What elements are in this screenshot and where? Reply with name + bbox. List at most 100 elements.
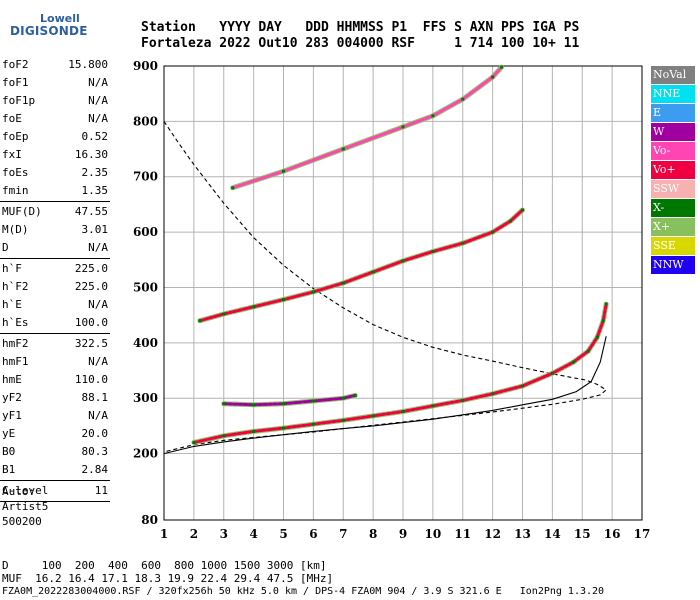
autoscaling-info: Auto: Artist5 500200 bbox=[2, 484, 48, 529]
echo-point bbox=[586, 349, 590, 353]
echo-point bbox=[371, 270, 375, 274]
param-value: 16.30 bbox=[74, 148, 108, 161]
footer-distance-row: D 100 200 400 600 800 1000 1500 3000 [km… bbox=[2, 559, 327, 572]
echo-point bbox=[571, 360, 575, 364]
y-tick-label: 500 bbox=[133, 280, 158, 294]
x-tick-label: 14 bbox=[544, 527, 561, 541]
param-row: B1 2.84 bbox=[0, 461, 112, 479]
param-name: foEp bbox=[2, 130, 29, 143]
y-tick-label: 80 bbox=[141, 513, 158, 527]
param-value: 2.35 bbox=[81, 166, 109, 179]
param-name: foEs bbox=[2, 166, 29, 179]
x-tick-label: 5 bbox=[279, 527, 287, 541]
echo-point bbox=[311, 422, 315, 426]
x-tick-label: 9 bbox=[399, 527, 407, 541]
x-tick-label: 15 bbox=[574, 527, 591, 541]
echo-trace-band bbox=[230, 64, 505, 191]
echo-point bbox=[282, 298, 285, 302]
param-name: fxI bbox=[2, 148, 22, 161]
y-tick-label: 700 bbox=[133, 170, 158, 184]
y-tick-label: 900 bbox=[133, 59, 158, 73]
param-value: N/A bbox=[88, 76, 108, 89]
param-row: yF2 88.1 bbox=[0, 389, 112, 407]
x-tick-label: 1 bbox=[160, 527, 168, 541]
plot-frame bbox=[163, 65, 643, 521]
echo-trace-band bbox=[197, 207, 525, 324]
param-row: hmE 110.0 bbox=[0, 371, 112, 389]
echo-point bbox=[461, 241, 465, 245]
x-tick-label: 11 bbox=[454, 527, 471, 541]
legend-item: W bbox=[651, 123, 695, 141]
x-tick-label: 2 bbox=[190, 527, 198, 541]
param-name: M(D) bbox=[2, 223, 29, 236]
x-tick-label: 13 bbox=[514, 527, 531, 541]
echo-point bbox=[222, 312, 226, 316]
param-name: h`Es bbox=[2, 316, 29, 329]
param-name: foF1 bbox=[2, 76, 29, 89]
echo-point bbox=[491, 230, 495, 234]
param-row: fmin 1.35 bbox=[0, 182, 112, 200]
param-value: N/A bbox=[88, 94, 108, 107]
echo-point bbox=[521, 208, 524, 212]
param-name: h`F2 bbox=[2, 280, 29, 293]
param-name: hmE bbox=[2, 373, 22, 386]
scaled-parameters-panel: foF2 15.800 foF1 N/A foF1p N/A foE N/A foEp 0.52 f… bbox=[0, 56, 112, 503]
param-row: h`F2 225.0 bbox=[0, 278, 112, 296]
param-row: C-level 11 bbox=[0, 482, 112, 500]
echo-point bbox=[521, 384, 524, 388]
param-row: foEs 2.35 bbox=[0, 164, 112, 182]
echo-point bbox=[311, 399, 315, 403]
echo-point bbox=[282, 402, 285, 406]
y-tick-label: 800 bbox=[133, 114, 158, 128]
param-row: foF1p N/A bbox=[0, 92, 112, 110]
echo-point bbox=[311, 290, 315, 294]
legend-item: E bbox=[651, 104, 695, 122]
echo-point bbox=[371, 414, 375, 418]
param-name: yF2 bbox=[2, 391, 22, 404]
param-separator bbox=[0, 501, 110, 502]
param-value: 11 bbox=[94, 484, 108, 497]
echo-point bbox=[341, 418, 345, 422]
echo-point bbox=[252, 429, 256, 433]
param-value: 2.84 bbox=[81, 463, 109, 476]
echo-trace-band bbox=[191, 301, 609, 445]
logo-lowell-text: Lowell bbox=[40, 12, 80, 25]
echo-point bbox=[231, 186, 235, 190]
param-row: foEp 0.52 bbox=[0, 128, 112, 146]
param-value: 225.0 bbox=[74, 280, 108, 293]
echo-point bbox=[509, 219, 513, 223]
echo-point bbox=[604, 302, 608, 306]
header-values: Fortaleza 2022 Out10 283 004000 RSF 1 71… bbox=[141, 36, 580, 51]
echo-point bbox=[401, 259, 405, 263]
x-tick-label: 12 bbox=[484, 527, 501, 541]
logo-digisonde-text: DIGISONDE bbox=[10, 24, 88, 38]
legend-item: NNE bbox=[651, 85, 695, 103]
echo-point bbox=[341, 147, 345, 151]
echo-point bbox=[461, 97, 465, 101]
echo-point bbox=[198, 319, 202, 323]
param-name: hmF1 bbox=[2, 355, 29, 368]
echo-point bbox=[595, 335, 599, 339]
echo-point bbox=[461, 398, 465, 402]
param-name: fmin bbox=[2, 184, 29, 197]
param-row: yF1 N/A bbox=[0, 407, 112, 425]
y-tick-label: 300 bbox=[133, 391, 158, 405]
x-tick-label: 17 bbox=[634, 527, 651, 541]
x-tick-label: 16 bbox=[604, 527, 621, 541]
echo-point bbox=[252, 403, 256, 407]
param-row: h`Es 100.0 bbox=[0, 314, 112, 332]
param-value: N/A bbox=[88, 298, 108, 311]
param-name: foF2 bbox=[2, 58, 29, 71]
echo-point bbox=[401, 125, 405, 129]
param-separator bbox=[0, 258, 110, 259]
x-tick-label: 10 bbox=[425, 527, 442, 541]
x-tick-label: 8 bbox=[369, 527, 377, 541]
echo-point bbox=[431, 114, 435, 118]
param-value: 0.52 bbox=[81, 130, 109, 143]
echo-point bbox=[192, 440, 196, 444]
y-tick-label: 400 bbox=[133, 336, 158, 350]
param-row: hmF1 N/A bbox=[0, 353, 112, 371]
param-value: 15.800 bbox=[68, 58, 108, 71]
echo-point bbox=[282, 169, 285, 173]
param-name: MUF(D) bbox=[2, 205, 42, 218]
